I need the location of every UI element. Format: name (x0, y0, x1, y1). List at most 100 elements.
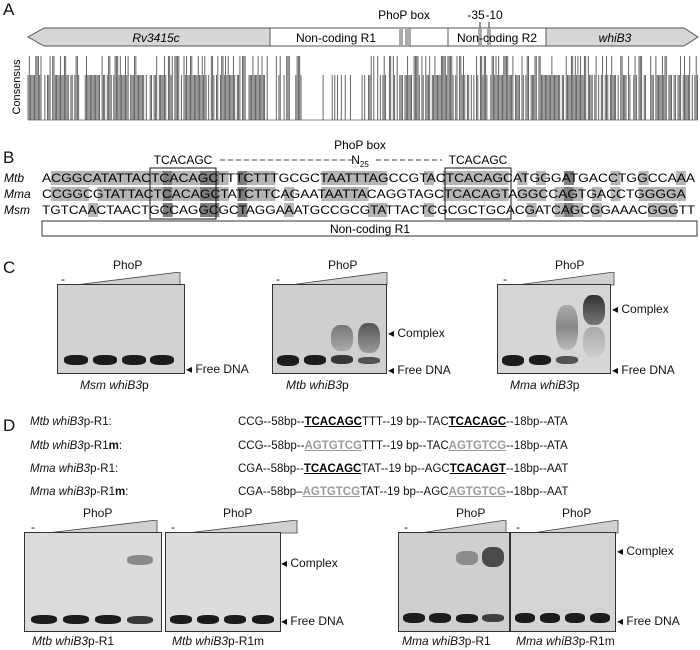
conservation-shade (60, 171, 71, 185)
free-dna-band (31, 615, 57, 624)
phop-box-site: TCACAGC (304, 416, 362, 428)
conservation-shade (442, 187, 453, 201)
panel-c-letter: C (3, 258, 16, 277)
minus35-marker (478, 28, 482, 46)
conservation-shade (647, 187, 658, 201)
conservation-shade (554, 187, 565, 201)
spacer-label: N25 (351, 153, 369, 169)
conservation-shade (563, 203, 574, 217)
free-dna-band (529, 355, 551, 365)
conservation-shade (461, 187, 472, 201)
phop-label: PhoP (328, 258, 358, 272)
conservation-shade (498, 187, 509, 201)
gel-label-mma-r1: Mma whiB3p-R1 (402, 634, 491, 648)
free-dna-band (93, 355, 117, 365)
gel-label-mtb: Mtb whiB3p (286, 378, 349, 392)
conservation-shade (200, 171, 211, 185)
free-dna-band (556, 356, 578, 364)
phop-box-site: AGTGTCG (448, 440, 507, 452)
free-dna-band (502, 355, 524, 366)
conservation-shade (442, 171, 453, 185)
free-dna-band (150, 355, 174, 365)
complex-band (456, 551, 478, 565)
gel-mtb (272, 284, 387, 374)
free-dna-band (482, 614, 504, 622)
conservation-shade (181, 187, 192, 201)
phop-label: PhoP (555, 258, 585, 272)
conservation-shade (452, 187, 462, 201)
conservation-shade (106, 187, 117, 201)
minus35-label: -35 (467, 8, 485, 22)
gel-label-mma: Mma whiB3p (510, 378, 580, 392)
minus-label: - (31, 520, 35, 534)
minus-label: - (503, 272, 507, 286)
conservation-shade (573, 187, 584, 201)
conservation-shade (470, 171, 481, 185)
region-label-r2: Non-coding R2 (457, 31, 537, 45)
free-dna-band (224, 615, 246, 624)
conservation-shade (162, 203, 173, 217)
conservation-shade (358, 171, 369, 185)
gel-d1-header: - PhoP (25, 506, 165, 536)
sequence-text: CCG--58bp--AGTGTCGTTT--19 bp--TACAGTGTCG… (238, 440, 568, 452)
conservation-shade (591, 187, 602, 201)
motif-box-right (444, 167, 512, 220)
conservation-shade (424, 203, 434, 217)
panel-b-letter: B (3, 148, 15, 167)
gel-label-msm: Msm whiB3p (80, 378, 149, 392)
gene-label-whib3: whiB3 (599, 31, 632, 45)
sequence-0: ACGGCATATTACTCACAGCTTTCTTTGCGCTAATTTAGCC… (42, 173, 695, 185)
conservation-shade (526, 203, 537, 217)
conservation-shade (69, 171, 80, 185)
phop-label: PhoP (113, 258, 143, 272)
gel-c3-header: - PhoP (497, 258, 617, 288)
conservation-shade (591, 203, 602, 217)
conservation-shade (563, 187, 574, 201)
conservation-shade (340, 171, 350, 185)
conservation-shade (489, 187, 500, 201)
sequence-1: CCGGCGTATTACTCACAGCTATCTTCAGAATAATTACAGG… (42, 189, 686, 201)
panel-d-letter: D (3, 416, 16, 435)
conservation-shade (144, 187, 155, 201)
phop-label: PhoP (562, 506, 592, 520)
phop-box-title: PhoP box (334, 138, 386, 152)
conservation-shade (237, 187, 248, 201)
conservation-shade (125, 187, 136, 201)
conservation-shade (106, 171, 117, 185)
gel-mma-r1 (398, 532, 510, 632)
free-dna-band (456, 614, 478, 623)
free-dna-label: ◂ Free DNA (186, 362, 249, 376)
minus-label: - (61, 272, 65, 286)
sequence-label: Mma whiB3p-R1m: (30, 486, 129, 498)
conservation-shade (88, 171, 99, 185)
complex-label: ◂ Complex (388, 326, 445, 340)
phop-box-site: AGTGTCG (304, 440, 362, 452)
conservation-shade (480, 187, 490, 201)
phop-box-marker-2 (405, 28, 409, 46)
alignment-rows: Mtb ACGGCATATTACTCACAGCTTTCTTTGCGCTAATTTA… (4, 171, 695, 217)
conservation-shade (340, 187, 350, 201)
conservation-shade (181, 171, 192, 185)
free-dna-band (95, 615, 121, 624)
minus10-marker (487, 28, 491, 46)
gel-label-mma-r1m: Mma whiB3p-R1m (516, 634, 615, 648)
region-label-r1: Non-coding R1 (296, 31, 376, 45)
conservation-shade (190, 171, 201, 185)
sequence-2: TGTCAACTAACTGCCAGGCGCTAGGAAATGCCGCGTATTA… (42, 205, 695, 217)
free-dna-band (565, 613, 585, 623)
free-dna-band (252, 615, 274, 624)
phop-box-site: AGTGTCG (448, 486, 506, 498)
consensus-label: Consensus (11, 59, 23, 115)
conservation-shade (554, 203, 565, 217)
sequence-text: CGA--58bp--TCACAGCTAT--19 bp--AGCTCACAGT… (238, 463, 569, 475)
free-dna-band (277, 355, 299, 366)
conservation-shade (265, 171, 276, 185)
minus-label: - (171, 520, 175, 534)
conservation-shade (144, 171, 155, 185)
conservation-shade (153, 171, 164, 185)
conservation-shade (209, 203, 220, 217)
conservation-shade (190, 187, 201, 201)
conservation-shade (424, 171, 434, 185)
minus-label: - (404, 520, 408, 534)
species-label: Mtb (4, 171, 24, 185)
